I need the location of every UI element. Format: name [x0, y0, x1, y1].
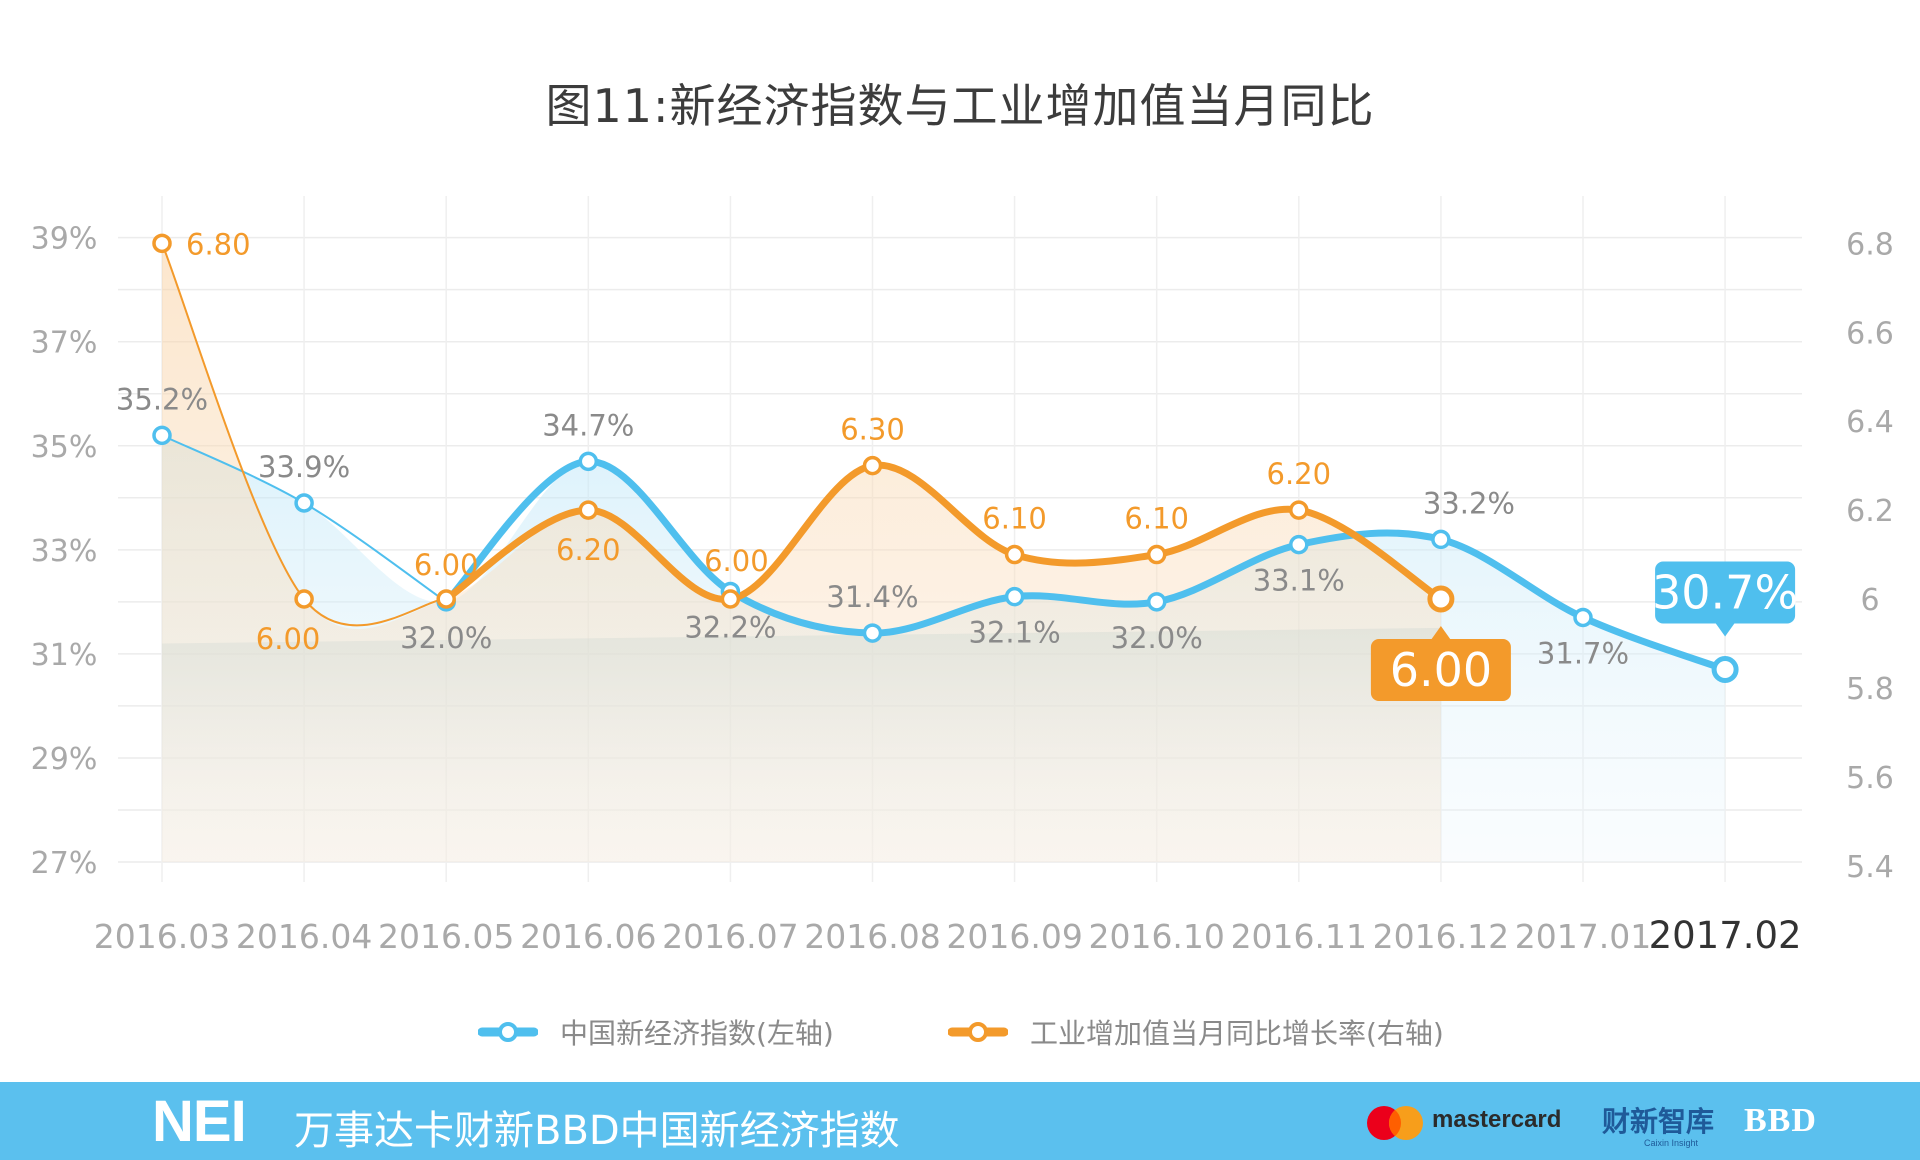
x-tick-label: 2016.11 [1231, 917, 1367, 956]
y-left-tick-label: 35% [31, 430, 98, 465]
industrial-growth-line-thin [161, 242, 447, 627]
x-tick-label: 2016.06 [520, 917, 656, 956]
y-left-tick-label: 31% [31, 638, 98, 673]
new-economy-point [1573, 607, 1593, 628]
new-economy-data-label: 34.7% [542, 408, 634, 442]
new-economy-point [578, 451, 599, 472]
y-right-tick-label: 6.2 [1846, 494, 1894, 529]
series-lines [161, 242, 1729, 673]
new-economy-data-label: 31.4% [826, 580, 918, 614]
new-economy-callout-pointer [1715, 622, 1736, 637]
industrial-growth-point [720, 589, 741, 609]
industrial-growth-point [862, 455, 883, 476]
chart-title: 图11:新经济指数与工业增加值当月同比 [545, 79, 1375, 133]
new-economy-data-label: 33.2% [1423, 486, 1515, 520]
legend-blue-line-icon [478, 1022, 538, 1042]
new-economy-point [1711, 655, 1739, 683]
industrial-growth-data-label: 6.00 [414, 548, 479, 582]
new-economy-point [1431, 529, 1451, 550]
nei-logo: NEI [152, 1089, 247, 1154]
industrial-growth-data-label: 6.00 [704, 544, 769, 578]
new-economy-data-label: 32.1% [969, 616, 1061, 650]
industrial-growth-callout-box [1370, 639, 1511, 702]
legend-label-industrial-growth: 工业增加值当月同比增长率(右轴) [1030, 1017, 1444, 1050]
legend-item-industrial-growth[interactable]: 工业增加值当月同比增长率(右轴) [948, 1010, 1444, 1054]
y-right-tick-label: 6 [1860, 583, 1879, 618]
y-right-tick-label: 5.8 [1846, 672, 1894, 707]
new-economy-data-label: 33.9% [258, 450, 350, 484]
x-tick-label: 2016.03 [94, 917, 230, 956]
new-economy-point [1146, 592, 1167, 612]
new-economy-data-label: 33.1% [1253, 564, 1345, 598]
industrial-growth-data-label: 6.10 [982, 502, 1047, 536]
mastercard-wordmark: mastercard [1432, 1106, 1562, 1133]
y-right-tick-label: 6.6 [1846, 316, 1894, 351]
industrial-growth-data-label: 6.20 [556, 533, 621, 567]
industrial-growth-data-label: 6.30 [840, 413, 905, 447]
x-tick-label: 2016.09 [946, 917, 1082, 956]
new-economy-point [152, 425, 172, 446]
x-tick-label: 2016.12 [1373, 917, 1509, 956]
industrial-growth-point [578, 500, 599, 520]
caixin-insight-logo: 财新智库 [1602, 1105, 1715, 1138]
y-left-tick-label: 27% [31, 846, 98, 881]
y-right-tick-label: 5.6 [1846, 761, 1894, 796]
new-economy-point [1004, 586, 1025, 607]
footer-slogan: 万事达卡财新BBD中国新经济指数 [294, 1108, 900, 1154]
industrial-growth-data-label: 6.10 [1124, 502, 1189, 536]
new-economy-data-label: 35.2% [116, 382, 208, 416]
new-economy-data-label: 32.0% [400, 621, 492, 655]
industrial-growth-line [442, 461, 1445, 603]
legend-orange-line-icon [948, 1022, 1008, 1042]
x-tick-label: 2016.04 [236, 917, 372, 956]
new-economy-data-label: 32.2% [684, 610, 776, 644]
chart-area: 35.2% 33.9% 32.0% 34.7% 32.2% 31.4% 32.1% 32.0%… [31, 196, 1894, 957]
industrial-growth-point [1427, 585, 1455, 613]
industrial-growth-data-label: 6.80 [186, 227, 251, 261]
y-left-tick-label: 39% [31, 222, 98, 257]
industrial-growth-data-label: 6.00 [256, 622, 321, 656]
overlap-shade [162, 627, 1441, 862]
area-fills [162, 243, 1726, 862]
industrial-growth-point [294, 589, 314, 609]
new-economy-callout-box [1655, 561, 1796, 624]
new-economy-point [862, 623, 883, 643]
industrial-growth-callout-pointer [1430, 626, 1451, 641]
industrial-growth-point [152, 233, 172, 254]
x-tick-label: 2017.01 [1515, 917, 1651, 956]
x-tick-label: 2016.10 [1088, 917, 1224, 956]
data-labels: 35.2% 33.9% 32.0% 34.7% 32.2% 31.4% 32.1% 32.0%… [116, 227, 1798, 702]
y-left-tick-label: 37% [31, 326, 98, 361]
caixin-insight-subtitle: Caixin Insight [1644, 1138, 1699, 1148]
x-tick-label: 2017.02 [1649, 914, 1802, 957]
y-left-tick-label: 33% [31, 534, 98, 569]
industrial-growth-point [436, 589, 456, 609]
industrial-growth-point [1289, 500, 1309, 520]
industrial-growth-point [1146, 544, 1167, 565]
new-economy-data-label: 32.0% [1111, 621, 1203, 655]
footer-banner: NEI 万事达卡财新BBD中国新经济指数 mastercard 财新智库 Cai… [0, 1082, 1920, 1160]
new-economy-point [1289, 534, 1309, 555]
industrial-growth-callout-label: 6.00 [1390, 643, 1492, 697]
x-tick-label: 2016.07 [662, 917, 798, 956]
new-economy-line [442, 457, 1729, 673]
new-economy-callout-label: 30.7% [1652, 565, 1798, 619]
y-right-tick-label: 6.4 [1846, 405, 1894, 440]
data-points [152, 233, 1739, 683]
new-economy-data-label: 31.7% [1537, 636, 1629, 670]
industrial-growth-data-label: 6.20 [1267, 457, 1332, 491]
legend-item-new-economy-index[interactable]: 中国新经济指数(左轴) [478, 1010, 834, 1054]
new-economy-point [294, 493, 314, 513]
y-right-tick-label: 5.4 [1846, 850, 1894, 885]
y-left-tick-label: 29% [31, 742, 98, 777]
x-tick-label: 2016.08 [804, 917, 940, 956]
legend-label-new-economy-index: 中国新经济指数(左轴) [560, 1017, 834, 1050]
mastercard-logo-icon [1367, 1106, 1423, 1140]
y-right-tick-label: 6.8 [1846, 227, 1894, 262]
axes: 39% 37% 35% 33% 31% 29% 27% 6.8 6.6 6.4 6.2 6 5.8 5.6… [31, 222, 1894, 957]
bbd-logo: BBD [1744, 1102, 1817, 1139]
x-tick-label: 2016.05 [378, 917, 514, 956]
industrial-growth-point [1004, 544, 1025, 565]
